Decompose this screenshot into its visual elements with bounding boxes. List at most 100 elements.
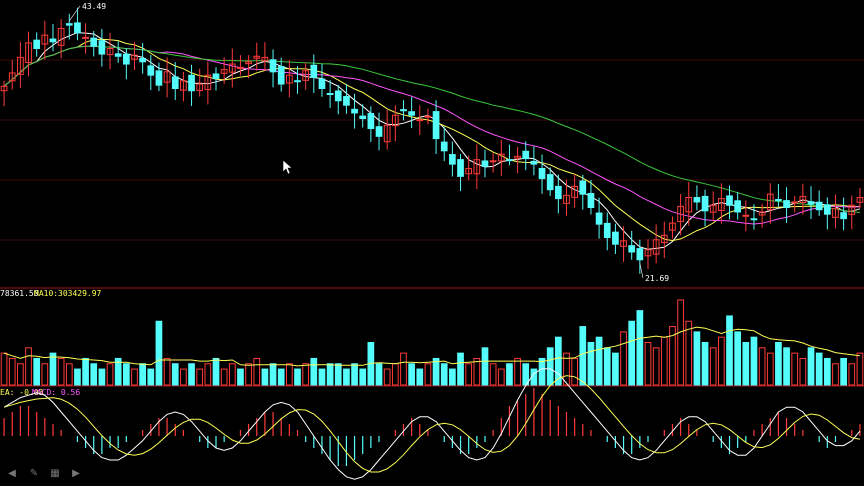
volume-bar	[449, 368, 456, 386]
volume-bar	[57, 357, 65, 386]
candle-body	[261, 56, 269, 62]
candle-body	[228, 63, 236, 73]
candle-body	[506, 159, 513, 162]
candle-body	[530, 160, 538, 165]
candle-body	[726, 195, 733, 206]
candle-body	[90, 37, 98, 47]
candle-body	[139, 57, 146, 63]
volume-bar	[644, 342, 652, 386]
candle-body	[799, 195, 807, 203]
candle-body	[8, 72, 16, 82]
candle-body	[334, 90, 342, 102]
volume-bar	[587, 342, 595, 386]
volume-bar	[612, 352, 619, 386]
candle-body	[840, 212, 847, 220]
candle-body	[416, 119, 424, 122]
volume-bar	[554, 336, 562, 386]
candle-body	[237, 66, 244, 70]
volume-bar	[41, 363, 49, 386]
candle-body	[644, 249, 652, 257]
candle-body	[563, 194, 570, 204]
volume-bar	[636, 310, 644, 386]
volume-bar	[416, 368, 424, 386]
volume-bar	[326, 363, 334, 386]
volume-bar	[155, 320, 163, 386]
left-arrow-icon[interactable]: ◀	[8, 468, 16, 479]
right-arrow-icon[interactable]: ▶	[72, 468, 80, 479]
moving-average-lines	[3, 32, 861, 250]
candle-body	[823, 204, 831, 215]
ma60-line	[3, 45, 860, 213]
volume-bar	[106, 363, 114, 386]
candle-body	[212, 73, 220, 80]
grid-icon[interactable]: ▦	[50, 468, 60, 479]
candle-body	[65, 23, 73, 26]
volume-bar	[286, 363, 293, 386]
volume-bar	[25, 347, 32, 386]
volume-bar	[343, 368, 350, 386]
candle-body	[359, 115, 367, 120]
volume-bar	[212, 357, 220, 386]
candle-body	[587, 192, 595, 208]
candle-body	[497, 153, 505, 162]
volume-legend-ma10-value: 303429.97	[58, 289, 102, 298]
candle-body	[286, 74, 293, 84]
high-price-pointer	[69, 5, 81, 21]
candlestick-series	[0, 7, 864, 274]
volume-bar	[677, 299, 684, 386]
volume-bar	[294, 368, 301, 386]
volume-bar	[359, 368, 367, 386]
volume-bar	[514, 357, 521, 386]
volume-bar	[848, 363, 856, 386]
candle-body	[554, 185, 562, 200]
volume-bar	[277, 368, 285, 386]
price-annotations: 43.49 21.69	[69, 2, 669, 283]
candle-body	[269, 59, 277, 73]
candle-body	[408, 111, 415, 116]
volume-bar	[571, 357, 578, 386]
volume-bar	[693, 331, 701, 386]
volume-legend: 78361.50 MA10: 303429.97	[0, 289, 102, 298]
volume-bar	[139, 363, 146, 386]
candle-body	[750, 218, 758, 221]
candle-body	[17, 56, 24, 75]
candle-body	[758, 211, 766, 216]
volume-bar	[465, 363, 473, 386]
volume-bar	[457, 352, 464, 386]
candle-body	[595, 212, 603, 225]
ma10-line	[3, 38, 860, 242]
candle-body	[196, 83, 204, 92]
volume-bar	[481, 347, 489, 386]
candle-body	[351, 108, 358, 114]
volume-bar	[122, 363, 130, 386]
candle-body	[245, 61, 252, 65]
candle-body	[220, 69, 228, 74]
volume-bar	[807, 347, 815, 386]
volume-legend-ma10-name: MA10:	[34, 289, 58, 298]
mouse-cursor-icon	[282, 159, 293, 175]
candle-body	[473, 159, 481, 175]
candle-body	[122, 53, 130, 65]
volume-bar	[204, 363, 212, 386]
candle-body	[432, 111, 440, 140]
candle-body	[253, 55, 261, 59]
candle-body	[546, 174, 554, 191]
candle-body	[457, 159, 464, 177]
volume-bar	[603, 347, 611, 386]
volume-bar	[856, 352, 864, 386]
macd-legend-macd: MACD: 0.56	[32, 388, 80, 397]
candle-body	[734, 200, 742, 213]
volume-bar	[563, 352, 570, 386]
volume-bar	[171, 363, 179, 386]
high-price-label: 43.49	[82, 2, 106, 11]
pen-icon[interactable]: ✎	[29, 468, 39, 479]
volume-ma10-line	[3, 326, 860, 367]
candle-body	[74, 22, 81, 34]
macd-legend: EA: -0.08 MACD: 0.56	[0, 388, 80, 397]
candle-body	[709, 204, 717, 213]
macd-dif-line	[3, 368, 861, 480]
volume-bar	[49, 352, 57, 386]
volume-bar	[432, 357, 440, 386]
candle-body	[465, 168, 473, 175]
